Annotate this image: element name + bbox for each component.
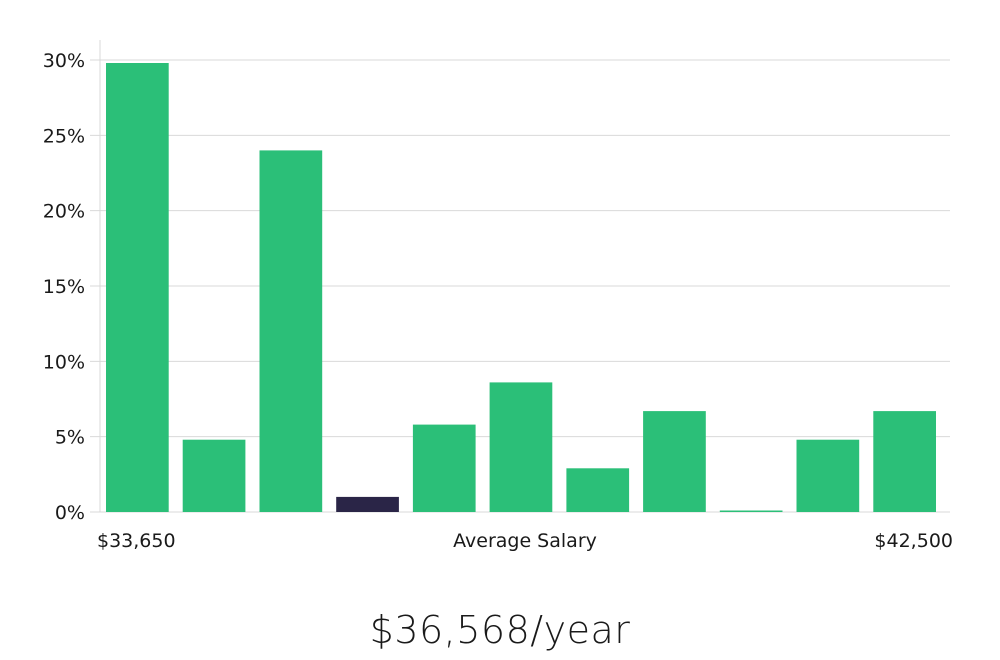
x-max-label: $42,500 [874,530,953,552]
average-salary-value: $36,568/year [369,608,631,652]
y-tick-labels: 0% 5% 10% 15% 20% 25% 30% [43,50,85,524]
x-min-label: $33,650 [97,530,176,552]
y-tick-label: 30% [43,50,85,72]
bar-highlight [336,496,399,512]
bar [643,411,706,512]
bar [489,382,553,512]
bar [182,439,246,512]
y-tick-label: 10% [43,351,85,373]
grid-lines [90,59,950,513]
y-tick-label: 5% [55,427,85,449]
bar [873,411,936,512]
y-tick-label: 15% [43,276,85,298]
bars [106,63,936,512]
y-tick-label: 20% [43,201,85,223]
bar [719,510,783,512]
bar [566,468,630,512]
y-tick-label: 0% [55,502,85,524]
y-tick-label: 25% [43,125,85,147]
x-axis-label: Average Salary [453,530,597,552]
bar [106,63,169,512]
bar [259,150,323,512]
bar [412,424,476,512]
bar [796,439,860,512]
salary-histogram: 0% 5% 10% 15% 20% 25% 30% $33,650 Average Sala… [43,40,953,552]
